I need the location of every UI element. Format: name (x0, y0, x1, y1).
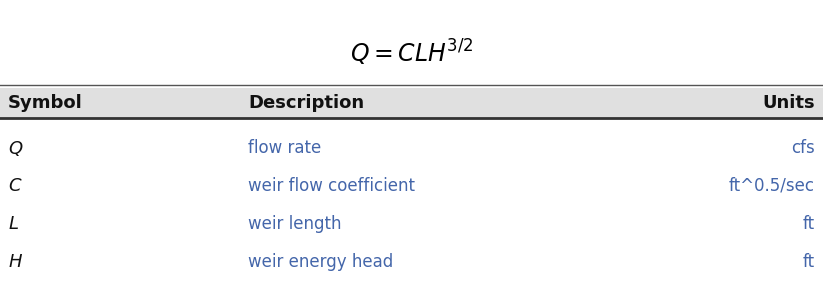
Text: Units: Units (762, 94, 815, 112)
Text: ft: ft (803, 253, 815, 271)
Text: $\mathit{C}$: $\mathit{C}$ (8, 177, 22, 195)
Text: flow rate: flow rate (248, 139, 321, 157)
Text: $\mathit{Q} = \mathit{C}\mathit{L}\mathit{H}^{3/2}$: $\mathit{Q} = \mathit{C}\mathit{L}\mathi… (350, 38, 473, 68)
Bar (0, 88, 823, 118)
Text: $\mathit{H}$: $\mathit{H}$ (8, 253, 23, 271)
Text: $\mathit{Q}$: $\mathit{Q}$ (8, 139, 23, 158)
Text: weir flow coefficient: weir flow coefficient (248, 177, 415, 195)
Text: ft: ft (803, 215, 815, 233)
Text: weir length: weir length (248, 215, 342, 233)
Text: ft^0.5/sec: ft^0.5/sec (729, 177, 815, 195)
Text: Description: Description (248, 94, 364, 112)
Text: cfs: cfs (791, 139, 815, 157)
Text: weir energy head: weir energy head (248, 253, 393, 271)
Text: $\mathit{L}$: $\mathit{L}$ (8, 215, 19, 233)
Text: Symbol: Symbol (8, 94, 83, 112)
